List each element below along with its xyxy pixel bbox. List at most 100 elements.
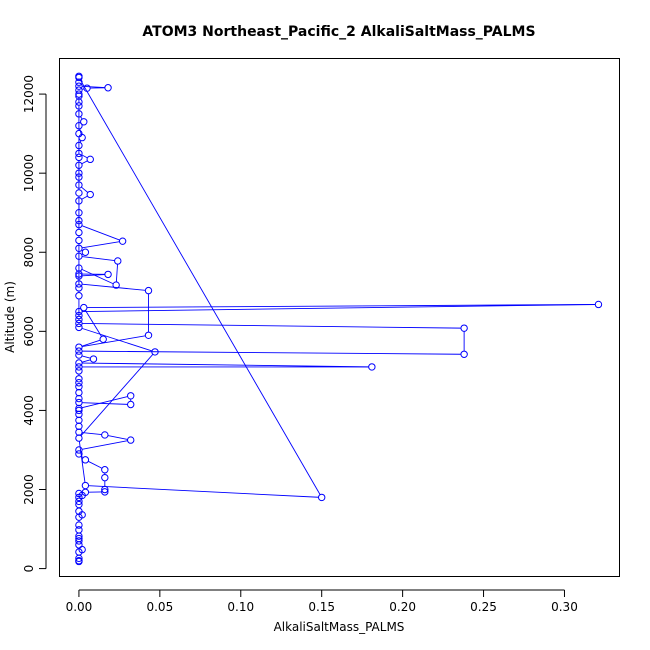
data-point [75,347,83,355]
data-point [75,197,83,205]
data-point [75,220,83,229]
series-segment [82,304,596,312]
data-point [75,216,83,225]
data-point [75,323,83,332]
data-point [75,181,83,189]
data-point [75,272,83,280]
series-segment [82,323,461,329]
series-line-group [78,80,596,522]
data-point [75,73,83,82]
series-segment [81,195,88,200]
data-point [75,556,83,565]
data-point [75,500,83,509]
series-segment [82,335,146,348]
data-point [81,248,90,256]
data-point [75,534,83,543]
data-point [127,400,135,409]
series-segment [81,355,91,359]
series-segment [81,160,88,165]
data-point [101,473,109,482]
series-segment [80,80,321,495]
series-segment [88,460,103,469]
data-point [75,351,83,359]
data-point [75,284,83,292]
data-point [89,355,98,363]
x-axis: 0.00 0.05 0.10 0.15 0.20 0.25 0.30 [66,589,578,614]
data-point [80,118,88,126]
x-tick-label: 0.30 [551,600,578,614]
data-point [75,434,83,442]
series-segment [82,350,461,355]
data-point [75,382,83,391]
data-point [594,300,603,309]
series-segment [81,396,128,409]
data-point [75,141,83,150]
data-point [75,189,83,197]
series-segment [82,402,128,405]
data-point [75,209,83,217]
data-point [368,363,376,371]
y-tick-label: 4000 [22,395,36,426]
series-segment [81,225,120,241]
data-point [118,237,127,245]
data-point [75,252,83,260]
data-point [75,363,83,371]
x-tick-label: 0.00 [66,600,93,614]
data-point [101,485,109,494]
data-point [75,398,83,407]
y-tick-label: 6000 [22,316,36,347]
data-point [75,236,83,245]
series-segment [81,327,153,352]
x-axis-label: AlkaliSaltMass_PALMS [274,620,405,634]
y-tick-label: 0 [22,565,36,573]
data-point [75,161,83,169]
x-tick-label: 0.10 [227,600,254,614]
data-point [86,190,94,199]
data-point [127,392,135,400]
data-point [75,90,83,98]
data-point [75,169,83,177]
data-point [75,450,83,458]
data-point [75,244,83,253]
data-point [75,315,83,324]
data-point [75,149,83,158]
x-tick-label: 0.20 [389,600,416,614]
y-tick-label: 8000 [22,237,36,268]
data-point [151,348,159,356]
series-points-group [75,72,603,566]
data-point [104,84,112,92]
series-segment [81,186,89,193]
data-point [144,331,153,339]
data-point [112,281,120,289]
data-point [101,431,109,439]
data-point [75,497,83,506]
series-segment [82,362,369,368]
y-tick-label: 2000 [22,474,36,505]
data-point [75,379,83,387]
series-segment [81,339,101,347]
data-point [75,526,83,534]
series-segment [81,154,88,159]
series-segment [82,256,115,262]
y-axis-label: Altitude (m) [3,281,17,353]
series-segment [82,241,120,249]
data-point [114,257,122,265]
series-segment [82,85,105,89]
series-segment [81,268,114,285]
data-point [86,155,94,164]
series-segment [86,304,596,309]
data-point [75,343,83,351]
series-segment [115,264,119,282]
data-point [104,270,112,279]
data-point [317,493,326,502]
data-point [83,84,91,92]
plot-frame [59,58,620,577]
y-tick-label: 10000 [22,154,36,192]
series-segment [88,485,319,498]
data-point [75,122,83,130]
data-point [75,102,83,110]
data-point [75,367,83,375]
data-point [75,280,83,288]
data-point [101,466,109,474]
y-tick-label: 12000 [22,75,36,113]
